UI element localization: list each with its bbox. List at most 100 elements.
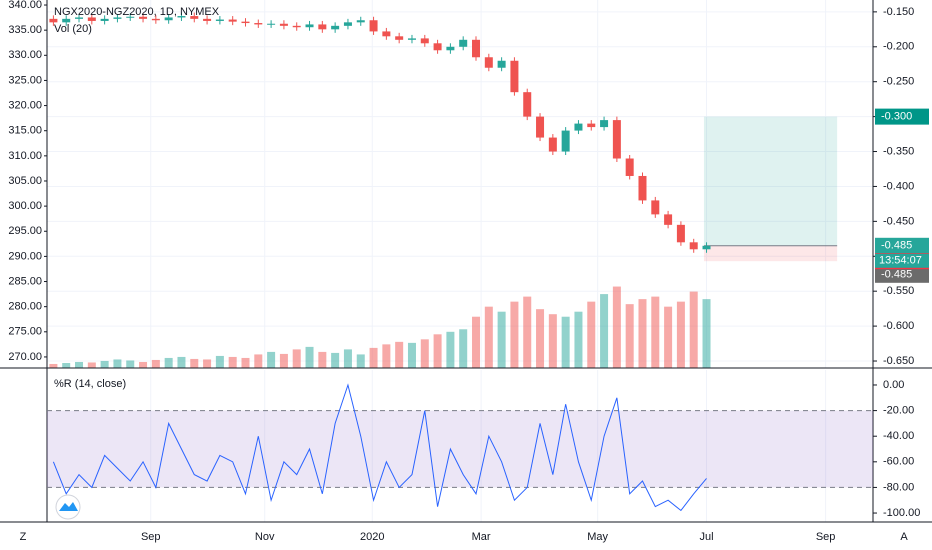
candle-body	[228, 19, 237, 22]
candle-body	[203, 18, 212, 21]
candle-body	[484, 57, 493, 68]
overbought-band	[47, 410, 873, 488]
candle-body	[139, 16, 148, 19]
volume-bar	[228, 356, 237, 368]
y-tick-label: 300.00	[8, 200, 42, 212]
candle-body	[689, 242, 698, 250]
price-tag	[875, 108, 929, 125]
candle-body	[702, 245, 711, 250]
volume-bar	[305, 346, 314, 368]
r-tick-label: -80.00	[883, 481, 914, 493]
y-tick-label: 335.00	[8, 24, 42, 36]
volume-bar	[676, 301, 685, 368]
volume-bar	[215, 355, 224, 368]
r-tick-label: -60.00	[883, 456, 914, 468]
volume-bar	[151, 359, 160, 368]
y-tick-label: 315.00	[8, 125, 42, 137]
x-tick-label: Jul	[699, 531, 713, 543]
x-tick-label: Sep	[141, 531, 161, 543]
candle-body	[561, 130, 570, 152]
candle-body	[382, 31, 391, 37]
volume-bar	[75, 361, 84, 368]
candle-body	[177, 16, 186, 18]
volume-bar	[651, 296, 660, 368]
indicator-label: %R (14, close)	[54, 378, 126, 390]
volume-bar	[254, 354, 263, 368]
candle-body	[420, 38, 429, 44]
y-tick-label: 270.00	[8, 351, 42, 363]
volume-bar	[407, 342, 416, 368]
x-tick-label: Sep	[816, 531, 836, 543]
volume-bar	[472, 316, 481, 368]
candle-body	[267, 23, 276, 25]
volume-bar	[279, 353, 288, 368]
candle-body	[548, 137, 557, 152]
volume-bar	[292, 349, 301, 368]
auto-button[interactable]: A	[900, 531, 908, 543]
volume-bar	[548, 314, 557, 368]
target-zone	[703, 116, 838, 246]
volume-bar	[561, 316, 570, 368]
y2-tick-label: -0.250	[883, 76, 914, 88]
candle-body	[356, 20, 365, 23]
stop-zone	[703, 245, 838, 262]
volume-bar	[433, 334, 442, 368]
volume-bar	[446, 331, 455, 368]
y-tick-label: 285.00	[8, 275, 42, 287]
y2-tick-label: -0.200	[883, 41, 914, 53]
y-tick-label: 320.00	[8, 99, 42, 111]
y-tick-label: 305.00	[8, 175, 42, 187]
candle-body	[151, 18, 160, 21]
y2-tick-label: -0.450	[883, 215, 914, 227]
y-tick-label: 325.00	[8, 74, 42, 86]
volume-bar	[203, 359, 212, 368]
y2-tick-label: -0.600	[883, 320, 914, 332]
candle-body	[292, 25, 301, 28]
candle-body	[651, 200, 660, 215]
candle-body	[638, 175, 647, 201]
volume-bar	[382, 344, 391, 368]
candle-body	[407, 38, 416, 40]
volume-bar	[587, 301, 596, 368]
candle-body	[664, 214, 673, 225]
candle-body	[369, 20, 378, 32]
volume-bar	[484, 306, 493, 368]
volume-bar	[574, 311, 583, 368]
volume-bar	[241, 357, 250, 368]
candle-body	[164, 17, 173, 21]
r-tick-label: 0.00	[883, 379, 904, 391]
candle-body	[395, 36, 404, 40]
r-tick-label: -100.00	[883, 507, 920, 519]
y-tick-label: 290.00	[8, 250, 42, 262]
candle-body	[459, 39, 468, 47]
candle-body	[254, 23, 263, 25]
candle-body	[343, 22, 352, 26]
volume-bar	[100, 360, 109, 368]
volume-bar	[49, 363, 58, 368]
candle-body	[49, 18, 58, 23]
volume-bar	[395, 341, 404, 368]
volume-bar	[523, 296, 532, 368]
volume-bar	[702, 299, 711, 368]
candle-body	[587, 123, 596, 128]
price-tag	[875, 266, 929, 283]
y-tick-label: 330.00	[8, 49, 42, 61]
chart-title: NGX2020-NGZ2020, 1D, NYMEX	[54, 6, 220, 18]
volume-bar	[369, 347, 378, 368]
y-tick-label: 340.00	[8, 0, 42, 11]
volume-bar	[62, 362, 71, 368]
price-tag-label: -0.300	[881, 111, 912, 123]
candle-body	[113, 17, 122, 19]
williams-r-line	[52, 383, 707, 512]
volume-bar	[87, 362, 96, 368]
y-tick-label: 310.00	[8, 150, 42, 162]
candle-body	[318, 24, 327, 30]
volume-bar	[600, 294, 609, 368]
candle-body	[75, 17, 84, 19]
candle-body	[100, 18, 109, 21]
volume-bar	[356, 354, 365, 368]
zoom-button[interactable]: Z	[20, 531, 27, 543]
volume-bar	[612, 286, 621, 368]
candle-body	[574, 123, 583, 131]
